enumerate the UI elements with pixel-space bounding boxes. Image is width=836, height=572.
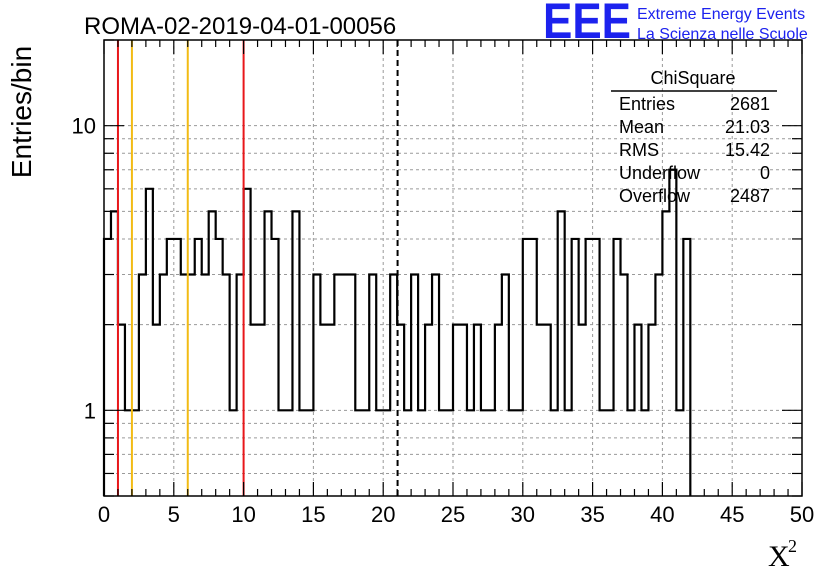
stats-row-label: Entries [619,94,675,114]
stats-row-value: 2681 [730,94,770,114]
logo-caption-line2: La Scienza nelle Scuole [637,26,808,43]
eee-logo: EEE Extreme Energy Events La Scienza nel… [543,0,808,49]
histogram-outline [102,168,692,496]
x-tick-label: 25 [441,502,465,527]
reference-lines [116,40,399,496]
stats-row-label: RMS [619,140,659,160]
y-tick-label: 1 [84,398,96,423]
stats-box: ChiSquare Entries 2681 Mean 21.03 RMS 15… [611,68,777,206]
x-axis-label-superscript: 2 [788,536,797,556]
stats-row-label: Overflow [619,186,691,206]
x-tick-label: 30 [511,502,535,527]
stats-row: Overflow 2487 [619,186,770,206]
axes: 0 5 10 15 20 25 30 35 40 45 50 1 10 [72,39,814,527]
x-tick-label: 20 [371,502,395,527]
stats-row-label: Mean [619,117,664,137]
x-tick-label: 50 [790,502,814,527]
stats-row-value: 15.42 [725,140,770,160]
x-tick-label: 10 [231,502,255,527]
stats-row-value: 0 [760,163,770,183]
x-axis-label: X 2 [768,536,797,572]
logo-text: EEE [543,0,631,49]
stats-row: Mean 21.03 [619,117,770,137]
x-tick-label: 5 [168,502,180,527]
y-axis-label: Entries/bin [6,46,37,178]
stats-row: Entries 2681 [619,94,770,114]
x-axis-label-text: X [768,540,790,572]
x-tick-label: 45 [720,502,744,527]
stats-row-label: Underflow [619,163,701,183]
logo-caption-line1: Extreme Energy Events [637,6,805,23]
x-tick-label: 40 [650,502,674,527]
x-tick-label: 15 [301,502,325,527]
stats-row: RMS 15.42 [619,140,770,160]
x-tick-label: 35 [580,502,604,527]
stats-row-value: 21.03 [725,117,770,137]
y-tick-label: 10 [72,114,96,139]
stats-row-value: 2487 [730,186,770,206]
stats-row: Underflow 0 [619,163,770,183]
histogram [102,168,692,496]
chart-title: ROMA-02-2019-04-01-00056 [84,13,396,40]
stats-title: ChiSquare [650,68,735,88]
x-tick-label: 0 [98,502,110,527]
